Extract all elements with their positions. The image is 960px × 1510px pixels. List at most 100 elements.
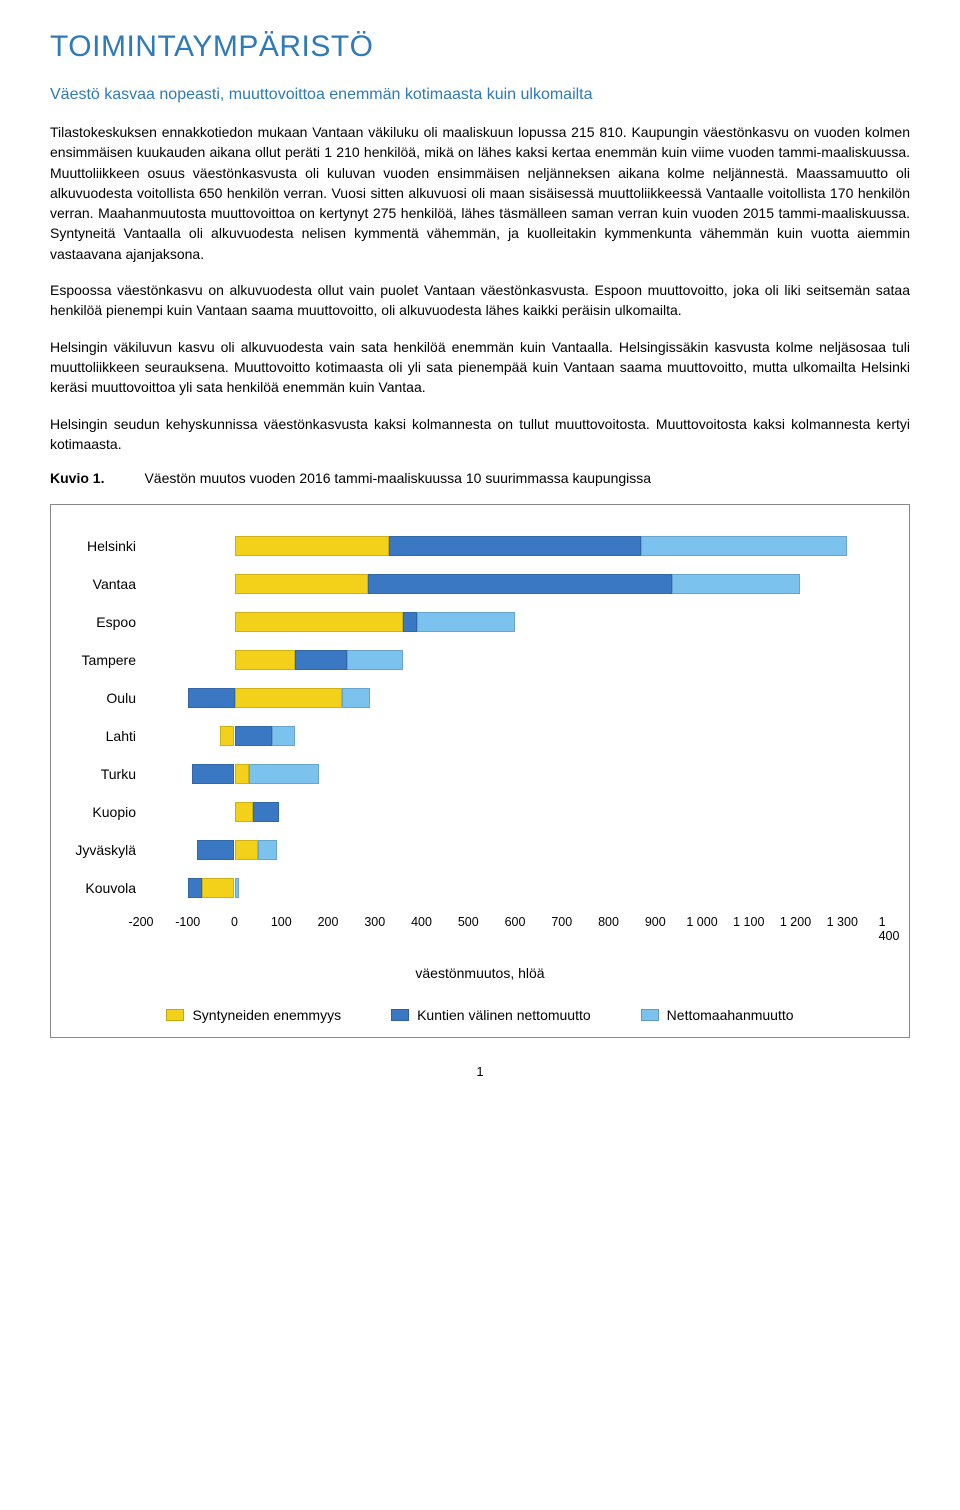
figure-caption: Väestön muutos vuoden 2016 tammi-maalisk… — [144, 470, 651, 486]
chart-bar-row: Espoo — [141, 603, 889, 641]
chart-category-label: Helsinki — [61, 538, 136, 554]
legend-label: Syntyneiden enemmyys — [192, 1007, 341, 1023]
chart-x-tick: 400 — [411, 915, 432, 929]
legend-swatch — [641, 1009, 659, 1021]
legend-swatch — [391, 1009, 409, 1021]
bar-seg-yellow — [235, 536, 389, 556]
bar-seg-blue — [188, 878, 202, 898]
bar-seg-blue — [389, 536, 641, 556]
bar-seg-blue — [403, 612, 417, 632]
chart-category-label: Oulu — [61, 690, 136, 706]
chart-legend-item: Nettomaahanmuutto — [641, 1007, 794, 1023]
chart-category-label: Kuopio — [61, 804, 136, 820]
chart-bar-track — [141, 536, 889, 556]
bar-seg-lightblue — [249, 764, 319, 784]
population-change-chart: HelsinkiVantaaEspooTampereOuluLahtiTurku… — [50, 504, 910, 1038]
chart-category-label: Tampere — [61, 652, 136, 668]
chart-x-tick: 600 — [505, 915, 526, 929]
bar-seg-lightblue — [258, 840, 277, 860]
chart-bar-row: Vantaa — [141, 565, 889, 603]
chart-x-tick: 100 — [271, 915, 292, 929]
bar-seg-yellow — [202, 878, 235, 898]
paragraph: Espoossa väestönkasvu on alkuvuodesta ol… — [50, 280, 910, 321]
bar-seg-blue — [295, 650, 346, 670]
chart-category-label: Jyväskylä — [61, 842, 136, 858]
bar-seg-lightblue — [641, 536, 847, 556]
legend-swatch — [166, 1009, 184, 1021]
chart-plot-area: HelsinkiVantaaEspooTampereOuluLahtiTurku… — [141, 527, 889, 907]
chart-bar-row: Helsinki — [141, 527, 889, 565]
chart-x-tick: 700 — [551, 915, 572, 929]
bar-seg-lightblue — [342, 688, 370, 708]
chart-bar-track — [141, 574, 889, 594]
chart-category-label: Vantaa — [61, 576, 136, 592]
chart-bar-row: Kuopio — [141, 793, 889, 831]
bar-seg-blue — [235, 726, 272, 746]
bar-seg-yellow — [235, 802, 254, 822]
chart-category-label: Lahti — [61, 728, 136, 744]
chart-bar-track — [141, 764, 889, 784]
bar-seg-blue — [197, 840, 234, 860]
chart-bar-row: Turku — [141, 755, 889, 793]
bar-seg-lightblue — [417, 612, 515, 632]
bar-seg-blue — [188, 688, 235, 708]
bar-seg-yellow — [235, 574, 368, 594]
chart-bar-track — [141, 840, 889, 860]
bar-seg-blue — [192, 764, 234, 784]
chart-x-tick: 300 — [364, 915, 385, 929]
chart-bar-track — [141, 802, 889, 822]
bar-seg-blue — [253, 802, 279, 822]
chart-x-tick: 0 — [231, 915, 238, 929]
chart-bar-track — [141, 726, 889, 746]
chart-legend: Syntyneiden enemmyys Kuntien välinen nett… — [61, 1007, 899, 1023]
bar-seg-lightblue — [235, 878, 240, 898]
paragraph: Helsingin väkiluvun kasvu oli alkuvuodes… — [50, 337, 910, 398]
bar-seg-yellow — [235, 612, 403, 632]
chart-category-label: Kouvola — [61, 880, 136, 896]
bar-seg-blue — [368, 574, 672, 594]
figure-label: Kuvio 1. — [50, 470, 104, 486]
chart-category-label: Turku — [61, 766, 136, 782]
chart-x-axis-title: väestönmuutos, hlöä — [61, 965, 899, 981]
figure-caption-row: Kuvio 1. Väestön muutos vuoden 2016 tamm… — [50, 470, 910, 486]
chart-x-tick: -200 — [128, 915, 153, 929]
chart-bar-track — [141, 650, 889, 670]
chart-bar-row: Jyväskylä — [141, 831, 889, 869]
chart-x-tick: 1 400 — [879, 915, 900, 943]
legend-label: Kuntien välinen nettomuutto — [417, 1007, 591, 1023]
chart-bar-track — [141, 688, 889, 708]
chart-x-tick: -100 — [175, 915, 200, 929]
chart-bar-track — [141, 878, 889, 898]
chart-bar-row: Kouvola — [141, 869, 889, 907]
chart-x-tick: 1 000 — [686, 915, 717, 929]
chart-category-label: Espoo — [61, 614, 136, 630]
bar-seg-yellow — [235, 650, 296, 670]
chart-x-tick: 1 200 — [780, 915, 811, 929]
page-subtitle: Väestö kasvaa nopeasti, muuttovoittoa en… — [50, 86, 910, 104]
chart-x-axis: -200-10001002003004005006007008009001 00… — [141, 911, 889, 939]
chart-x-tick: 500 — [458, 915, 479, 929]
bar-seg-yellow — [235, 764, 249, 784]
bar-seg-lightblue — [347, 650, 403, 670]
paragraph: Tilastokeskuksen ennakkotiedon mukaan Va… — [50, 122, 910, 264]
chart-bar-track — [141, 612, 889, 632]
chart-x-tick: 1 100 — [733, 915, 764, 929]
chart-bar-row: Tampere — [141, 641, 889, 679]
chart-x-tick: 900 — [645, 915, 666, 929]
bar-seg-lightblue — [672, 574, 801, 594]
paragraph: Helsingin seudun kehyskunnissa väestönka… — [50, 414, 910, 455]
chart-x-tick: 200 — [318, 915, 339, 929]
page-number: 1 — [50, 1064, 910, 1079]
legend-label: Nettomaahanmuutto — [667, 1007, 794, 1023]
bar-seg-lightblue — [272, 726, 295, 746]
bar-seg-yellow — [235, 840, 258, 860]
chart-x-tick: 1 300 — [827, 915, 858, 929]
page-title: TOIMINTAYMPÄRISTÖ — [50, 30, 910, 64]
chart-legend-item: Kuntien välinen nettomuutto — [391, 1007, 591, 1023]
chart-bar-row: Lahti — [141, 717, 889, 755]
bar-seg-yellow — [220, 726, 234, 746]
chart-x-tick: 800 — [598, 915, 619, 929]
chart-bar-row: Oulu — [141, 679, 889, 717]
bar-seg-yellow — [235, 688, 343, 708]
chart-legend-item: Syntyneiden enemmyys — [166, 1007, 341, 1023]
